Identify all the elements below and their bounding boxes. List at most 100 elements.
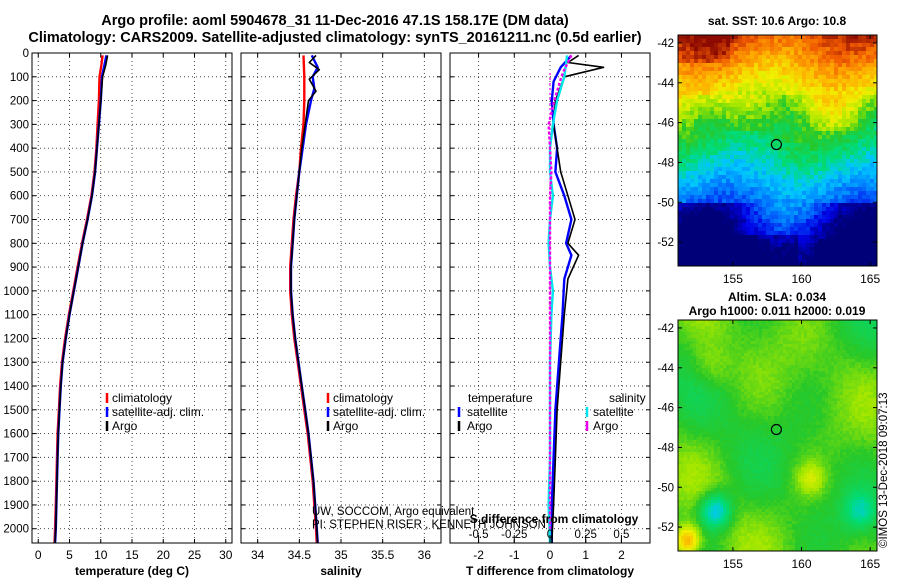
x-tick-label: 1 bbox=[582, 548, 589, 562]
sla-map-x-tick-label: 165 bbox=[860, 557, 880, 571]
figure-title-line1: Argo profile: aoml 5904678_31 11-Dec-201… bbox=[101, 13, 569, 29]
legend-label: Argo bbox=[112, 419, 138, 433]
x-axis-label: temperature (deg C) bbox=[75, 564, 189, 578]
x-tick-label: 15 bbox=[125, 548, 139, 562]
x-tick-label: 34 bbox=[251, 548, 265, 562]
x-tick-label: 35.5 bbox=[371, 548, 395, 562]
series-line-salinity-argo bbox=[547, 54, 573, 529]
pi-annotation: PI: STEPHEN RISER , KENNETH JOHNSON bbox=[312, 519, 546, 531]
y-tick-label: 800 bbox=[10, 238, 29, 250]
sla-map-raster bbox=[678, 320, 877, 551]
sla-map-x-tick-label: 160 bbox=[792, 557, 812, 571]
x-tick-label: 5 bbox=[66, 548, 73, 562]
x-tick-label: -2 bbox=[473, 548, 484, 562]
x-tick-label: 0 bbox=[547, 548, 554, 562]
x-tick-label: 0 bbox=[35, 548, 42, 562]
legend-label: climatology bbox=[112, 391, 172, 405]
x-tick-label: 36 bbox=[418, 548, 432, 562]
y-tick-label: 1200 bbox=[3, 333, 29, 345]
y-tick-label: 100 bbox=[10, 72, 29, 84]
sla-map-y-tick-label: -46 bbox=[657, 403, 674, 415]
sla-map-y-tick-label: -44 bbox=[657, 363, 674, 375]
sla-map-argo-position-marker bbox=[770, 423, 783, 436]
sst-map-y-tick-label: -48 bbox=[657, 157, 674, 169]
series-line-temperature-satellite bbox=[550, 54, 573, 543]
y-tick-label: 1500 bbox=[3, 405, 29, 417]
y-tick-label: 1100 bbox=[4, 310, 29, 322]
panel-series bbox=[53, 55, 109, 543]
sst-map-title: sat. SST: 10.6 Argo: 10.8 bbox=[708, 14, 847, 28]
sst-map-y-tick-label: -44 bbox=[657, 78, 674, 90]
x-tick-label: 10 bbox=[94, 548, 108, 562]
x-tick-label: 34.5 bbox=[288, 548, 312, 562]
legend-label: Argo bbox=[467, 419, 493, 433]
sla-map-y-tick-label: -50 bbox=[657, 482, 674, 494]
legend-label: climatology bbox=[333, 391, 393, 405]
x-axis-label: T difference from climatology bbox=[466, 564, 634, 578]
s-axis-label: S difference from climatology bbox=[470, 512, 639, 526]
x-axis-label: salinity bbox=[320, 564, 362, 578]
legend-label: satellite bbox=[593, 405, 634, 419]
sst-map-argo-position-marker bbox=[770, 138, 783, 151]
y-tick-label: 1400 bbox=[3, 381, 29, 393]
y-tick-label: 300 bbox=[10, 119, 29, 131]
sla-map-frame bbox=[677, 319, 878, 552]
x-tick-label: 2 bbox=[618, 548, 625, 562]
x-tick-label: 25 bbox=[188, 548, 202, 562]
panel-series bbox=[289, 54, 321, 543]
y-tick-label: 500 bbox=[10, 167, 29, 179]
legend-label: satellite-adj. clim. bbox=[112, 405, 204, 419]
y-tick-label: 600 bbox=[10, 191, 29, 203]
sst-map-y-tick-label: -42 bbox=[657, 38, 674, 50]
y-tick-label: 1700 bbox=[3, 452, 29, 464]
y-tick-label: 1300 bbox=[3, 357, 29, 369]
sla-map-title-line1: Altim. SLA: 0.034 bbox=[728, 290, 826, 304]
legend-label: Argo bbox=[333, 419, 359, 433]
s-tick-label: 0 bbox=[547, 529, 553, 541]
legend-label: satellite bbox=[467, 405, 508, 419]
sla-map-y-tick-label: -42 bbox=[657, 323, 674, 335]
x-tick-label: 30 bbox=[219, 548, 233, 562]
series-line-argo bbox=[290, 54, 321, 543]
series-line-argo bbox=[54, 55, 109, 543]
pi-annotation: UW, SOCCOM, Argo equivalent bbox=[312, 506, 475, 518]
s-tick-label: -0.5 bbox=[469, 529, 489, 541]
sst-map-x-tick-label: 155 bbox=[723, 272, 743, 286]
y-tick-label: 900 bbox=[10, 262, 29, 274]
sla-map-y-tick-label: -48 bbox=[657, 442, 674, 454]
x-tick-label: 35 bbox=[334, 548, 348, 562]
legend-header-temperature: temperature bbox=[468, 391, 533, 405]
sla-map-title-line2: Argo h1000: 0.011 h2000: 0.019 bbox=[689, 304, 866, 318]
sst-map-x-tick-label: 165 bbox=[860, 272, 880, 286]
legend-label: Argo bbox=[593, 419, 619, 433]
sst-map-y-tick-label: -50 bbox=[657, 197, 674, 209]
y-tick-label: 1000 bbox=[3, 286, 29, 298]
y-tick-label: 1900 bbox=[3, 500, 29, 512]
legend-label: satellite-adj. clim. bbox=[333, 405, 425, 419]
legend-header-salinity: salinity bbox=[609, 391, 646, 405]
s-tick-label: -0.25 bbox=[501, 529, 527, 541]
y-tick-label: 400 bbox=[10, 143, 29, 155]
sla-map-x-tick-label: 155 bbox=[723, 557, 743, 571]
y-tick-label: 700 bbox=[10, 215, 29, 227]
y-tick-label: 1800 bbox=[3, 476, 29, 488]
s-tick-label: 0.25 bbox=[575, 529, 597, 541]
s-tick-label: 0.5 bbox=[613, 529, 629, 541]
x-tick-label: 20 bbox=[157, 548, 171, 562]
sst-map-y-tick-label: -52 bbox=[657, 237, 674, 249]
figure-title-line2: Climatology: CARS2009. Satellite-adjuste… bbox=[28, 30, 642, 46]
sst-map-frame bbox=[677, 34, 878, 267]
x-tick-label: -1 bbox=[509, 548, 520, 562]
y-tick-label: 200 bbox=[10, 96, 29, 108]
sst-map-raster bbox=[678, 35, 877, 266]
sla-map-y-tick-label: -52 bbox=[657, 522, 674, 534]
y-tick-label: 2000 bbox=[3, 524, 29, 536]
y-tick-label: 1600 bbox=[3, 429, 29, 441]
sst-map-y-tick-label: -46 bbox=[657, 118, 674, 130]
sst-map-x-tick-label: 160 bbox=[792, 272, 812, 286]
panel-series bbox=[547, 54, 605, 543]
imos-timestamp: ©IMOS 13-Dec-2018 09:07:13 bbox=[878, 392, 890, 548]
y-tick-label: 0 bbox=[23, 48, 29, 60]
series-line-salinity-satellite bbox=[547, 55, 569, 543]
